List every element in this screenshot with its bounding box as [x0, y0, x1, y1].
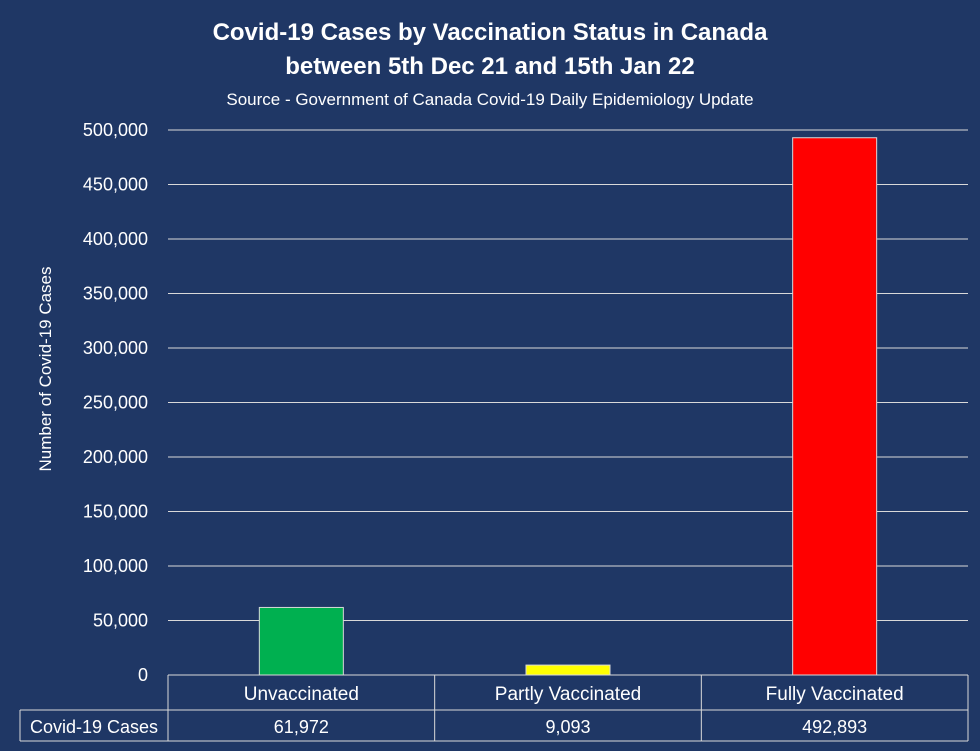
y-tick-label: 400,000 — [83, 229, 148, 249]
chart-title-line2: between 5th Dec 21 and 15th Jan 22 — [285, 53, 695, 80]
y-tick-label: 250,000 — [83, 393, 148, 413]
y-tick-label: 0 — [138, 665, 148, 685]
bars — [258, 137, 878, 676]
y-axis-title: Number of Covid-19 Cases — [36, 266, 55, 471]
data-table: Unvaccinated Partly Vaccinated Fully Vacci… — [19, 674, 969, 742]
chart-subtitle: Source - Government of Canada Covid-19 D… — [226, 90, 753, 109]
category-label: Fully Vaccinated — [766, 684, 904, 705]
table-value: 492,893 — [802, 717, 867, 737]
y-tick-label: 150,000 — [83, 502, 148, 522]
category-label: Unvaccinated — [244, 684, 359, 705]
bar-unvaccinated — [258, 606, 344, 676]
bar-partly-vaccinated — [525, 664, 611, 676]
table-series-label: Covid-19 Cases — [30, 717, 158, 737]
y-tick-label: 200,000 — [83, 447, 148, 467]
category-label: Partly Vaccinated — [495, 684, 641, 705]
table-value: 9,093 — [545, 717, 590, 737]
table-value: 61,972 — [274, 717, 329, 737]
y-tick-label: 300,000 — [83, 338, 148, 358]
bar-fully-vaccinated — [792, 137, 878, 676]
y-tick-label: 50,000 — [93, 611, 148, 631]
y-tick-label: 350,000 — [83, 284, 148, 304]
y-tick-label: 100,000 — [83, 556, 148, 576]
chart-title: Covid-19 Cases by Vaccination Status in … — [213, 19, 769, 46]
gridlines — [168, 129, 968, 621]
y-axis-ticks: 0 50,000 100,000 150,000 200,000 250,000 300,0… — [83, 120, 148, 685]
y-tick-label: 500,000 — [83, 120, 148, 140]
y-tick-label: 450,000 — [83, 175, 148, 195]
